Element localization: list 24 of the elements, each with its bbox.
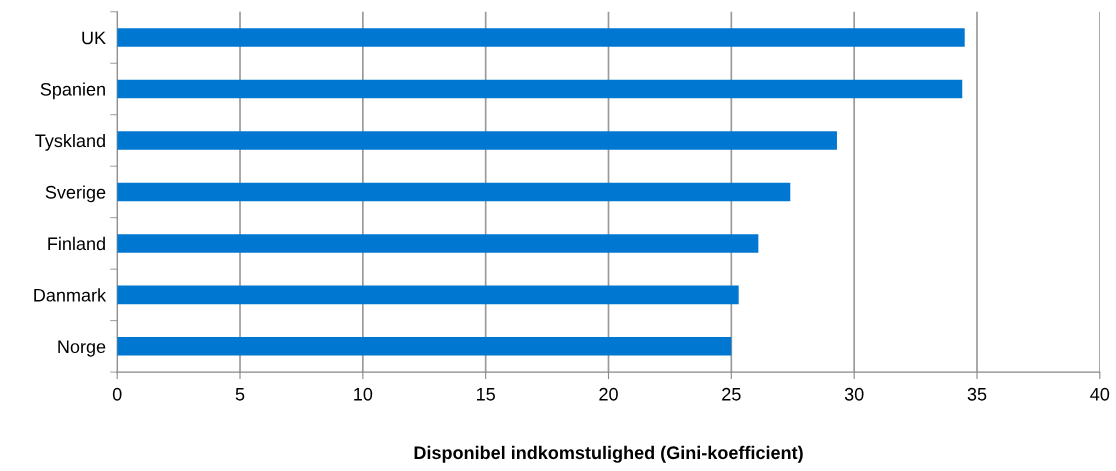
x-tick-label: 0: [112, 387, 122, 401]
bar: [117, 131, 837, 150]
x-tick-label: 25: [722, 387, 741, 401]
y-tick-label: Spanien: [40, 82, 105, 100]
y-tick-label: Tyskland: [35, 133, 105, 151]
bar: [117, 182, 791, 202]
x-tick-label: 20: [599, 387, 618, 401]
x-tick-label: 10: [354, 387, 373, 401]
y-tick-label: UK: [82, 31, 106, 45]
x-tick-label: 35: [967, 387, 987, 401]
x-tick-label: 5: [235, 388, 245, 401]
bar: [117, 79, 963, 99]
x-tick-label: 30: [844, 387, 864, 401]
bar: [117, 285, 739, 305]
bar: [117, 234, 759, 253]
y-tick-label: Norge: [58, 340, 106, 357]
x-tick-label: 40: [1090, 387, 1110, 401]
y-tick-label: Danmark: [34, 288, 107, 302]
x-axis-title: Disponibel indkomstulighed (Gini-koefficient): [414, 445, 803, 463]
bar: [117, 28, 965, 47]
x-tick-label: 15: [477, 388, 495, 401]
y-tick-label: Finland: [48, 236, 105, 251]
bar: [117, 337, 732, 356]
y-tick-label: Sverige: [45, 185, 106, 203]
